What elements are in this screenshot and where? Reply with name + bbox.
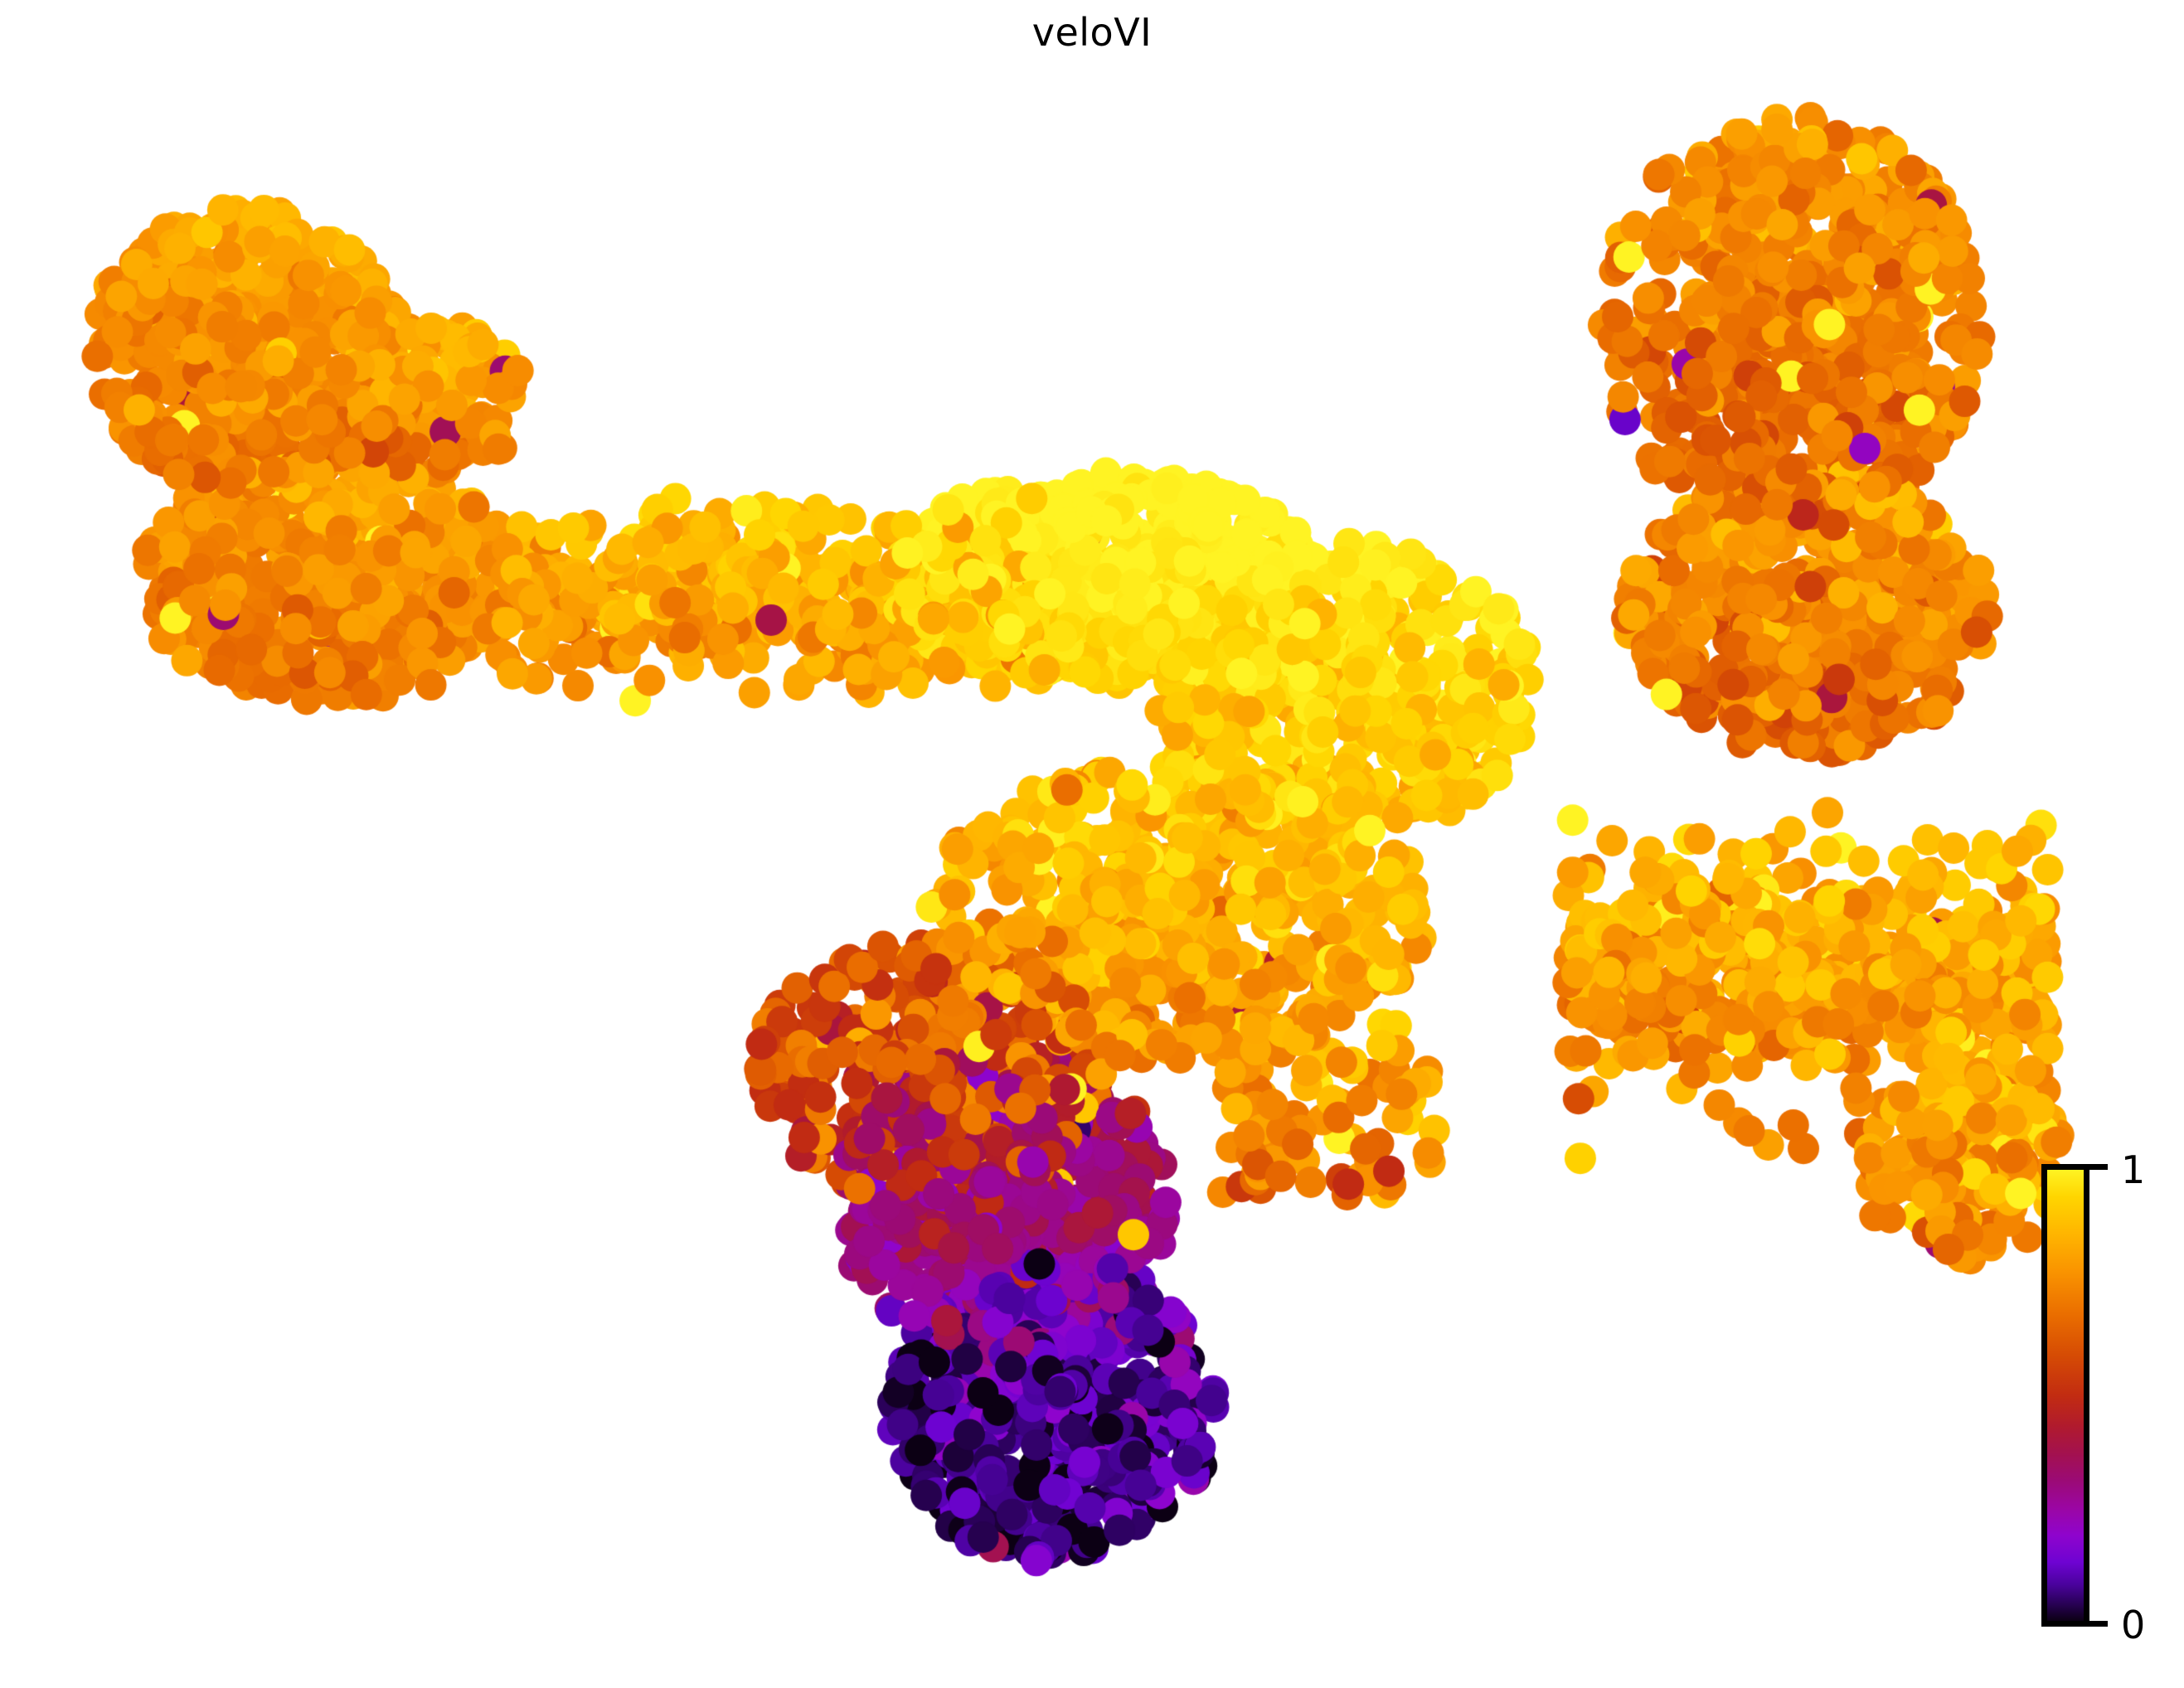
colorbar: 1 0 xyxy=(2041,1151,2182,1644)
colorbar-label-max: 1 xyxy=(2121,1147,2146,1192)
colorbar-tick-max xyxy=(2089,1164,2108,1170)
colorbar-tick-min xyxy=(2089,1621,2108,1627)
colorbar-label-min: 0 xyxy=(2121,1603,2146,1647)
colorbar-gradient xyxy=(2046,1170,2085,1621)
